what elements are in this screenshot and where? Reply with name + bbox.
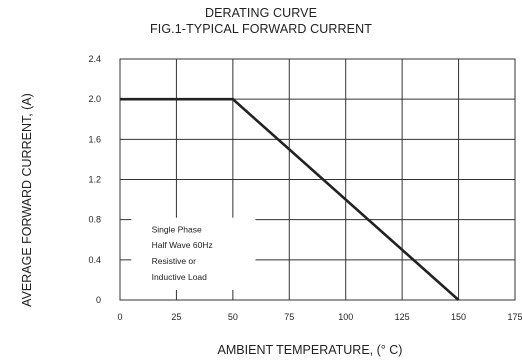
annotation-text: Single Phase <box>152 225 202 235</box>
chart-title: DERATING CURVE <box>204 6 318 20</box>
derating-curve-line <box>120 97 460 301</box>
y-tick-label: 0 <box>96 295 101 305</box>
y-tick-label: 2.0 <box>88 94 101 104</box>
annotation-text: Inductive Load <box>152 272 208 282</box>
x-tick-label: 25 <box>171 312 181 322</box>
chart-subtitle: FIG.1-TYPICAL FORWARD CURRENT <box>150 22 372 36</box>
x-tick-label: 0 <box>117 312 122 322</box>
y-tick-label: 2.4 <box>88 54 101 64</box>
y-tick-label: 1.2 <box>88 175 101 185</box>
y-tick-label: 0.4 <box>88 255 101 265</box>
x-tick-label: 75 <box>284 312 294 322</box>
y-tick-label: 0.8 <box>88 215 101 225</box>
y-tick-label: 1.6 <box>88 134 101 144</box>
x-tick-label: 100 <box>338 312 353 322</box>
annotation-text: Resistive or <box>152 256 197 266</box>
x-tick-label: 125 <box>395 312 410 322</box>
x-tick-label: 150 <box>451 312 466 322</box>
x-axis-label: AMBIENT TEMPERATURE, (° C) <box>217 343 403 357</box>
x-tick-label: 50 <box>228 312 238 322</box>
plot-border <box>119 58 516 301</box>
annotation-text: Half Wave 60Hz <box>152 240 213 250</box>
x-tick-label: 175 <box>507 312 522 322</box>
annotation-box <box>131 217 256 290</box>
